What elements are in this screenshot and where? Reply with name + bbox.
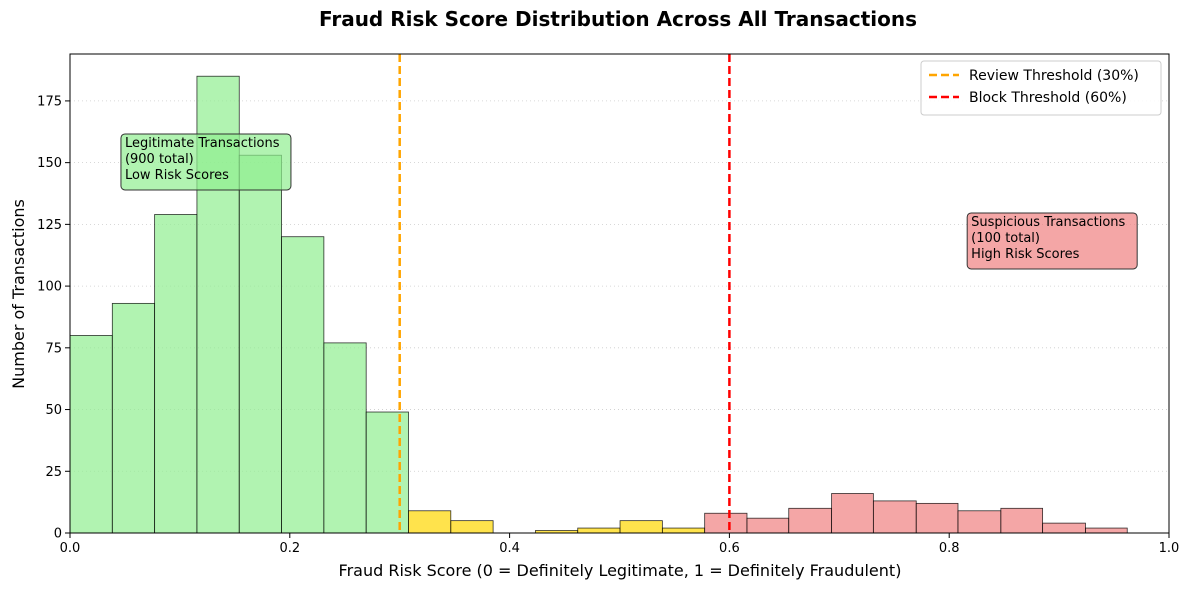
annotations: Legitimate Transactions(900 total)Low Ri… [120, 133, 1138, 270]
annotation-text: (100 total) [971, 231, 1040, 246]
histogram-bar-block [915, 502, 959, 534]
x-tick-label: 1.0 [1159, 541, 1180, 556]
y-tick-label: 50 [45, 403, 62, 418]
x-tick-label: 0.0 [60, 541, 81, 556]
annotation-background [120, 133, 292, 191]
annotation-text: Low Risk Scores [125, 168, 229, 183]
y-tick-label: 75 [45, 341, 62, 356]
plot-frame [69, 53, 1170, 534]
y-axis-label: Number of Transactions [9, 199, 28, 389]
y-axis-ticks: 0 25 50 75 100 125 150 175 [37, 94, 70, 542]
histogram-bar-review [619, 520, 663, 534]
annotation-box: Suspicious Transactions(100 total)High R… [966, 212, 1138, 270]
x-tick-label: 0.8 [939, 541, 960, 556]
y-tick-label: 175 [37, 94, 62, 109]
histogram-bar-legitimate [281, 236, 325, 534]
histogram-bar-block [746, 517, 790, 534]
histogram-bar-block [831, 493, 874, 534]
y-tick-label: 25 [45, 465, 62, 480]
histogram-bar-block [788, 507, 833, 534]
x-tick-label: 0.4 [499, 541, 520, 556]
x-axis-ticks: 0.0 0.2 0.4 0.6 0.8 1.0 [60, 533, 1180, 556]
histogram-bar-legitimate [238, 154, 282, 534]
histogram-bar-review [408, 510, 452, 534]
legend-frame [920, 60, 1162, 116]
y-tick-label: 150 [37, 156, 62, 171]
annotation-text: (900 total) [125, 152, 194, 167]
histogram-bar-block [872, 500, 917, 534]
histogram-bar-review [450, 520, 494, 534]
y-tick-label: 125 [37, 218, 62, 233]
threshold-lines [398, 54, 731, 533]
histogram-bar-review [661, 527, 706, 534]
y-tick-label: 0 [54, 527, 62, 542]
histogram-bar-block [1042, 522, 1086, 534]
histogram-bar-legitimate [69, 335, 113, 534]
x-tick-label: 0.2 [279, 541, 300, 556]
legend-label: Review Threshold (30%) [969, 68, 1139, 84]
annotation-text: Legitimate Transactions [125, 136, 280, 151]
histogram-bar-block [957, 510, 1002, 534]
legend: Review Threshold (30%) Block Threshold (6… [920, 60, 1162, 116]
histogram-bar-legitimate [111, 302, 156, 534]
histogram-bar-block [704, 512, 748, 534]
annotation-text: Suspicious Transactions [971, 215, 1125, 230]
histogram-bar-legitimate [154, 214, 198, 534]
histogram-bar-review [577, 527, 621, 534]
histogram-bar-legitimate [323, 342, 367, 534]
histogram-bars [69, 75, 1128, 534]
x-axis-label: Fraud Risk Score (0 = Definitely Legitim… [339, 561, 902, 580]
histogram-bar-block [1000, 507, 1044, 534]
x-tick-label: 0.6 [719, 541, 740, 556]
y-tick-label: 100 [37, 280, 62, 295]
annotation-text: High Risk Scores [971, 247, 1079, 262]
chart-title: Fraud Risk Score Distribution Across All… [319, 7, 917, 31]
histogram-bar-legitimate [365, 411, 409, 534]
histogram-bar-block [1085, 527, 1128, 534]
legend-label: Block Threshold (60%) [969, 90, 1127, 106]
annotation-background [966, 212, 1138, 270]
annotation-box: Legitimate Transactions(900 total)Low Ri… [120, 133, 292, 191]
